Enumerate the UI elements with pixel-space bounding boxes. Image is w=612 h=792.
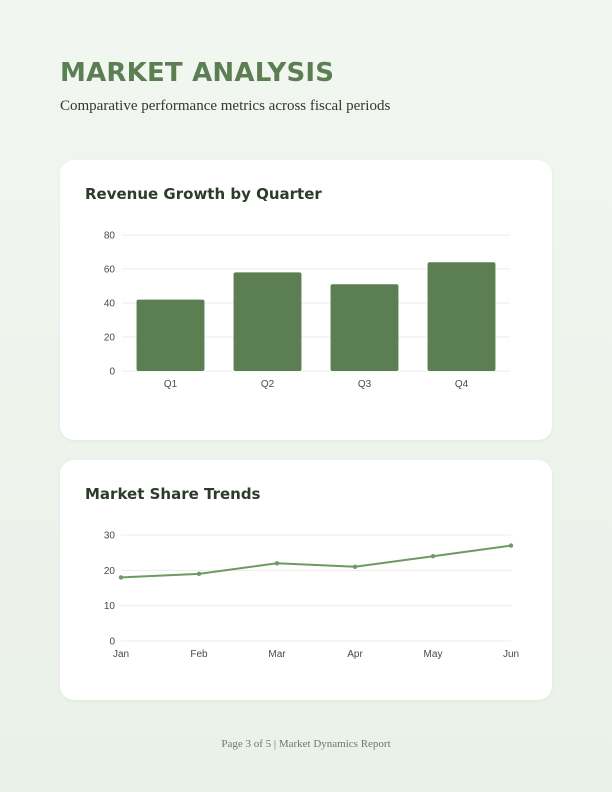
x-tick-label: Q1: [164, 379, 178, 390]
y-tick-label: 20: [104, 333, 116, 344]
market-share-line-chart: 0 10 20 30 Jan Feb Mar Apr May Jun: [104, 531, 519, 661]
series-line: [120, 544, 512, 579]
page-title: MARKET ANALYSIS: [60, 58, 335, 88]
bar: [330, 284, 399, 371]
data-point: [196, 571, 202, 577]
x-tick-label: Apr: [347, 649, 363, 660]
x-tick-label: Feb: [190, 649, 208, 660]
market-share-chart-card: Market Share Trends 0 10 20 30 Jan Feb Mar Apr M…: [60, 460, 552, 700]
x-tick-label: Q4: [455, 379, 469, 390]
data-point: [508, 543, 514, 548]
y-tick-label: 40: [104, 299, 116, 310]
data-point: [274, 561, 280, 566]
y-tick-label: 0: [109, 367, 115, 378]
data-point: [430, 554, 436, 559]
revenue-chart-title: Revenue Growth by Quarter: [85, 185, 322, 203]
x-tick-label: Jan: [113, 649, 129, 660]
y-tick-label: 60: [104, 265, 116, 276]
revenue-chart-card: Revenue Growth by Quarter 0 20 40 60 80 Q1 Q2 Q…: [60, 160, 552, 440]
x-tick-label: Mar: [268, 649, 286, 660]
x-tick-label: May: [424, 649, 443, 660]
y-tick-label: 80: [104, 231, 116, 242]
market-share-chart-title: Market Share Trends: [85, 485, 261, 503]
y-tick-label: 20: [104, 566, 116, 577]
y-tick-label: 30: [104, 531, 116, 542]
bar: [136, 299, 205, 371]
y-tick-label: 0: [109, 637, 115, 648]
y-tick-label: 10: [104, 601, 116, 612]
page-subtitle: Comparative performance metrics across f…: [60, 98, 391, 114]
data-point: [118, 575, 124, 580]
page-footer: Page 3 of 5 | Market Dynamics Report: [221, 738, 391, 750]
x-tick-label: Q3: [358, 379, 372, 390]
x-tick-label: Jun: [503, 649, 519, 660]
data-point: [352, 564, 358, 569]
revenue-bar-chart: 0 20 40 60 80 Q1 Q2 Q3 Q4: [104, 231, 510, 390]
bar: [427, 262, 496, 371]
bar: [233, 272, 302, 371]
x-tick-label: Q2: [261, 379, 275, 390]
